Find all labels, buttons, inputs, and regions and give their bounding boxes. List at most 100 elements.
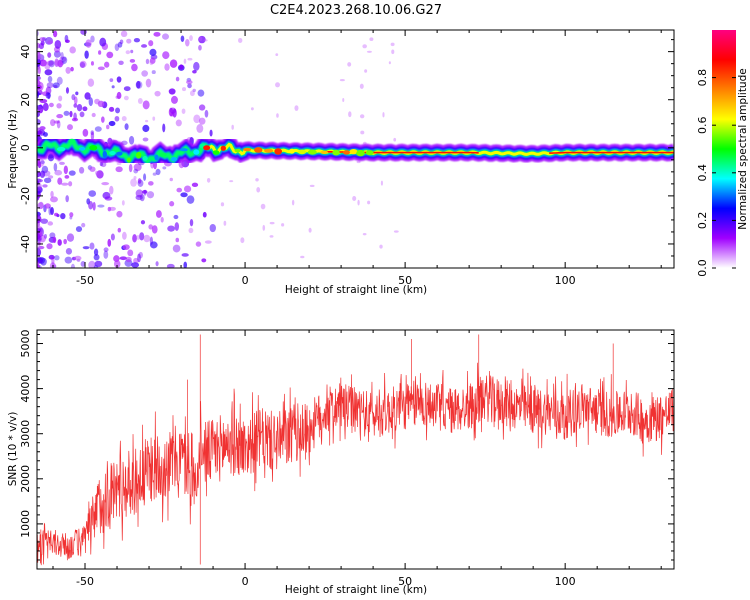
spectrogram-noise: [47, 75, 53, 83]
spectrogram-blob: [116, 151, 123, 156]
spectrogram-noise: [69, 212, 74, 218]
spectrogram-noise: [37, 195, 40, 201]
spectrogram-noise: [137, 178, 142, 184]
snr-y-tick-label: 5000: [19, 330, 32, 358]
spectrogram-noise: [44, 203, 51, 209]
spectrogram-noise: [61, 182, 69, 186]
spectrogram-noise: [352, 195, 357, 202]
spectrogram-noise: [110, 233, 115, 241]
spectrogram-noise: [201, 258, 207, 263]
spectrogram-noise: [143, 234, 151, 243]
spectrogram-noise: [53, 50, 61, 58]
snr-x-tick-label: 50: [398, 575, 412, 588]
spectrogram-noise: [168, 88, 176, 95]
spectrogram-noise: [175, 76, 180, 82]
spectrogram-noise: [109, 78, 114, 82]
spectrogram-noise: [85, 39, 92, 48]
spectrogram-noise: [393, 230, 399, 233]
spectrogram-noise: [95, 170, 99, 176]
spectrogram-noise: [39, 126, 46, 131]
spectrogram-noise: [131, 63, 138, 72]
spectrogram-noise: [145, 78, 152, 88]
spectrogram-noise: [75, 226, 83, 232]
spectrogram-blob: [159, 152, 167, 158]
spectrogram-noise: [186, 195, 195, 204]
snr-frame: [36, 329, 675, 570]
spectrogram-noise: [63, 238, 67, 245]
spectrogram-blob: [274, 148, 282, 155]
spectrogram-noise: [130, 178, 137, 187]
spectrogram-y-tick-label: -40: [19, 235, 32, 253]
spectrogram-noise: [120, 30, 128, 38]
spectrogram-x-tick-label: -50: [76, 274, 94, 287]
spectrogram-noise: [133, 38, 141, 43]
spectrogram-noise: [356, 160, 361, 164]
spectrogram-noise: [37, 171, 42, 178]
spectrogram-noise: [98, 50, 102, 55]
spectrogram-noise: [366, 50, 372, 53]
spectrogram-noise: [198, 44, 202, 51]
spectrogram-noise: [117, 41, 123, 48]
spectrogram-noise: [133, 168, 139, 174]
spectrogram-noise: [391, 49, 395, 55]
spectrogram-noise: [70, 263, 76, 268]
spectrogram-noise: [58, 95, 63, 102]
spectrogram-noise: [359, 114, 365, 119]
spectrogram-y-tick-label: 40: [19, 45, 32, 59]
spectrogram-noise: [104, 61, 110, 68]
spectrogram-noise: [113, 260, 121, 268]
spectrogram-noise: [347, 62, 352, 67]
spectrogram-noise: [123, 95, 129, 101]
spectrogram-blob: [342, 150, 351, 155]
spectrogram-blob: [46, 142, 52, 147]
spectrogram-noise: [108, 120, 116, 127]
colorbar: 0.0 0.2 0.4 0.6 0.8 Normalized spectral ampl…: [696, 30, 749, 277]
spectrogram-noise: [193, 114, 201, 124]
spectrogram-noise: [183, 261, 188, 268]
spectrogram-noise: [281, 223, 285, 227]
spectrogram-noise: [43, 234, 47, 239]
spectrogram-noise: [209, 129, 213, 137]
spectrogram-noise: [256, 187, 261, 193]
spectrogram-noise: [149, 241, 158, 249]
spectrogram-noise: [183, 185, 192, 193]
spectrogram-blob: [68, 138, 76, 144]
spectrogram-noise: [155, 210, 162, 218]
spectrogram-noise: [393, 137, 397, 142]
spectrogram-noise: [88, 97, 93, 107]
spectrogram-noise: [143, 189, 147, 196]
spectrogram-noise: [37, 65, 41, 74]
spectrogram-noise: [151, 225, 158, 234]
spectrogram-noise: [206, 177, 211, 183]
spectrogram-noise: [37, 248, 42, 257]
spectrogram-noise: [37, 202, 44, 210]
spectrogram-noise: [229, 180, 234, 183]
spectrogram-noise: [140, 44, 148, 48]
spectrogram-noise: [49, 232, 56, 239]
spectrogram-noise: [275, 82, 280, 88]
spectrogram-noise: [189, 35, 193, 41]
spectrogram-noise: [198, 35, 206, 44]
spectrogram-blob: [89, 145, 98, 151]
spectrogram-blob: [332, 149, 340, 156]
spectrogram-noise: [74, 255, 82, 261]
spectrogram-noise: [145, 58, 150, 65]
spectrogram-noise: [37, 59, 41, 67]
spectrogram-noise: [46, 243, 53, 250]
spectrogram-noise: [76, 103, 83, 112]
spectrogram-noise: [364, 69, 368, 73]
spectrogram-noise: [37, 214, 42, 224]
spectrogram-noise: [160, 216, 164, 223]
spectrogram-noise: [127, 249, 134, 257]
spectrogram-noise: [50, 196, 58, 203]
spectrogram-noise: [37, 66, 41, 75]
spectrogram-blob: [193, 149, 200, 155]
spectrogram-noise: [192, 69, 197, 74]
spectrogram-noise: [41, 37, 47, 41]
spectrogram-noise: [186, 80, 193, 85]
spectrogram-noise: [173, 214, 179, 220]
spectrogram-noise: [44, 69, 53, 76]
spectrogram-ticks: -50 0 50 100 -40 -20 0 20 40: [19, 30, 674, 287]
spectrogram-blob: [37, 145, 41, 152]
